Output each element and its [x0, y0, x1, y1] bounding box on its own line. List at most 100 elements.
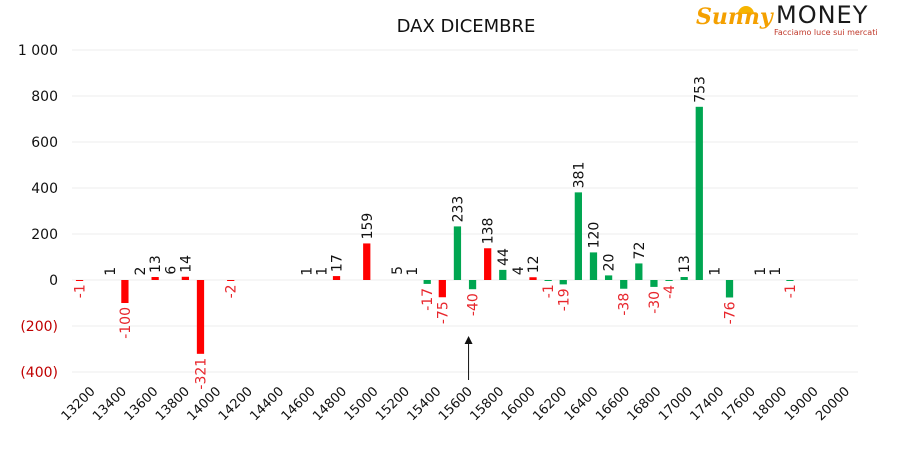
marker-arrow-head: [464, 336, 473, 344]
bar: [544, 280, 552, 281]
data-label: -17: [420, 288, 436, 311]
bar: [650, 280, 658, 287]
data-label: -100: [118, 307, 134, 339]
y-axis: 1 000 800 600 400 200 0 (200) (400): [18, 43, 58, 381]
x-tick-label: 15600: [436, 384, 476, 424]
bar: [75, 280, 84, 281]
bar: [680, 277, 688, 280]
x-tick-label: 15800: [467, 384, 507, 424]
bar: [559, 280, 567, 285]
x-tick-label: 15200: [373, 384, 413, 424]
bar: [484, 248, 492, 280]
data-label: 2: [133, 267, 149, 276]
bars: [75, 106, 794, 354]
y-tick-label: (200): [20, 319, 58, 335]
x-tick-label: 16600: [593, 384, 633, 424]
y-tick-label: 800: [31, 89, 58, 105]
data-label: 12: [526, 255, 542, 273]
y-tick-label: 600: [31, 135, 58, 151]
bar: [725, 280, 734, 298]
data-label: 233: [450, 196, 466, 223]
x-tick-label: 13600: [122, 384, 162, 424]
data-label: 120: [586, 222, 602, 249]
x-tick-label: 17600: [719, 384, 759, 424]
data-label: 14: [178, 255, 194, 273]
bar: [604, 275, 613, 280]
x-tick-label: 16000: [499, 384, 539, 424]
logo-tagline: Facciamo luce sui mercati: [774, 28, 878, 37]
data-label: 13: [677, 255, 693, 273]
data-label: 1: [103, 267, 119, 276]
data-label: -1: [541, 284, 557, 298]
y-tick-label: 200: [31, 227, 58, 243]
x-tick-label: 19000: [782, 384, 822, 424]
data-label: -76: [723, 301, 739, 324]
x-tick-label: 13200: [59, 384, 99, 424]
bar: [574, 192, 582, 280]
x-tick-label: 16200: [530, 384, 570, 424]
bar: [181, 276, 189, 280]
data-label: 44: [496, 248, 512, 266]
x-tick-label: 18000: [750, 384, 790, 424]
data-label: 1: [314, 267, 330, 276]
y-tick-label: (400): [20, 365, 58, 381]
logo-brand-b: MONEY: [776, 1, 869, 29]
bar: [423, 280, 431, 284]
y-tick-label: 0: [49, 273, 58, 289]
logo-brand-a: Sunny: [696, 4, 773, 30]
x-tick-label: 16800: [625, 384, 665, 424]
data-label: 159: [360, 213, 376, 240]
bar: [695, 106, 703, 280]
x-tick-label: 14400: [247, 384, 287, 424]
sun-icon: [738, 6, 754, 14]
brand-logo: Sunny MONEY Facciamo luce sui mercati: [690, 1, 895, 42]
x-tick-label: 13400: [90, 384, 130, 424]
data-label: 17: [330, 254, 346, 272]
bar: [151, 277, 159, 280]
bar: [468, 280, 477, 290]
data-label: 381: [571, 162, 587, 189]
bar: [363, 243, 371, 280]
data-label: 13: [148, 255, 164, 273]
data-label: -321: [193, 358, 209, 390]
data-label: -1: [73, 284, 89, 298]
data-label: 4: [511, 266, 527, 275]
bar: [453, 226, 462, 280]
bar: [332, 276, 341, 280]
bar: [635, 263, 643, 280]
x-tick-label: 15000: [342, 384, 382, 424]
data-label: 72: [632, 242, 648, 260]
data-label: -19: [556, 288, 572, 311]
bar: [665, 280, 673, 281]
bar: [529, 277, 537, 280]
data-label: 1: [405, 267, 421, 276]
data-label: 5: [390, 266, 406, 275]
bar: [499, 269, 507, 280]
marker: [464, 336, 473, 380]
y-tick-label: 1 000: [18, 43, 58, 59]
data-label: -2: [224, 284, 240, 298]
data-label: -75: [435, 301, 451, 324]
data-label: 1: [299, 267, 315, 276]
x-tick-label: 13800: [153, 384, 193, 424]
x-tick-label: 17400: [687, 384, 727, 424]
x-tick-label: 14600: [279, 384, 319, 424]
x-tick-label: 16400: [562, 384, 602, 424]
bar: [227, 280, 235, 281]
data-label: 1: [768, 267, 784, 276]
x-tick-label: 20000: [813, 384, 853, 424]
data-label: -30: [647, 291, 663, 314]
x-axis: 1320013400136001380014000142001440014600…: [59, 384, 853, 424]
chart-title: DAX DICEMBRE: [397, 16, 536, 37]
data-label: -1: [783, 284, 799, 298]
x-tick-label: 17000: [656, 384, 696, 424]
data-label: -40: [466, 293, 482, 316]
data-label: 20: [602, 254, 618, 272]
data-label: 6: [163, 266, 179, 275]
bar: [438, 280, 446, 298]
bar: [196, 280, 205, 354]
data-label: -4: [662, 285, 678, 299]
y-tick-label: 400: [31, 181, 58, 197]
data-label: 1: [707, 267, 723, 276]
